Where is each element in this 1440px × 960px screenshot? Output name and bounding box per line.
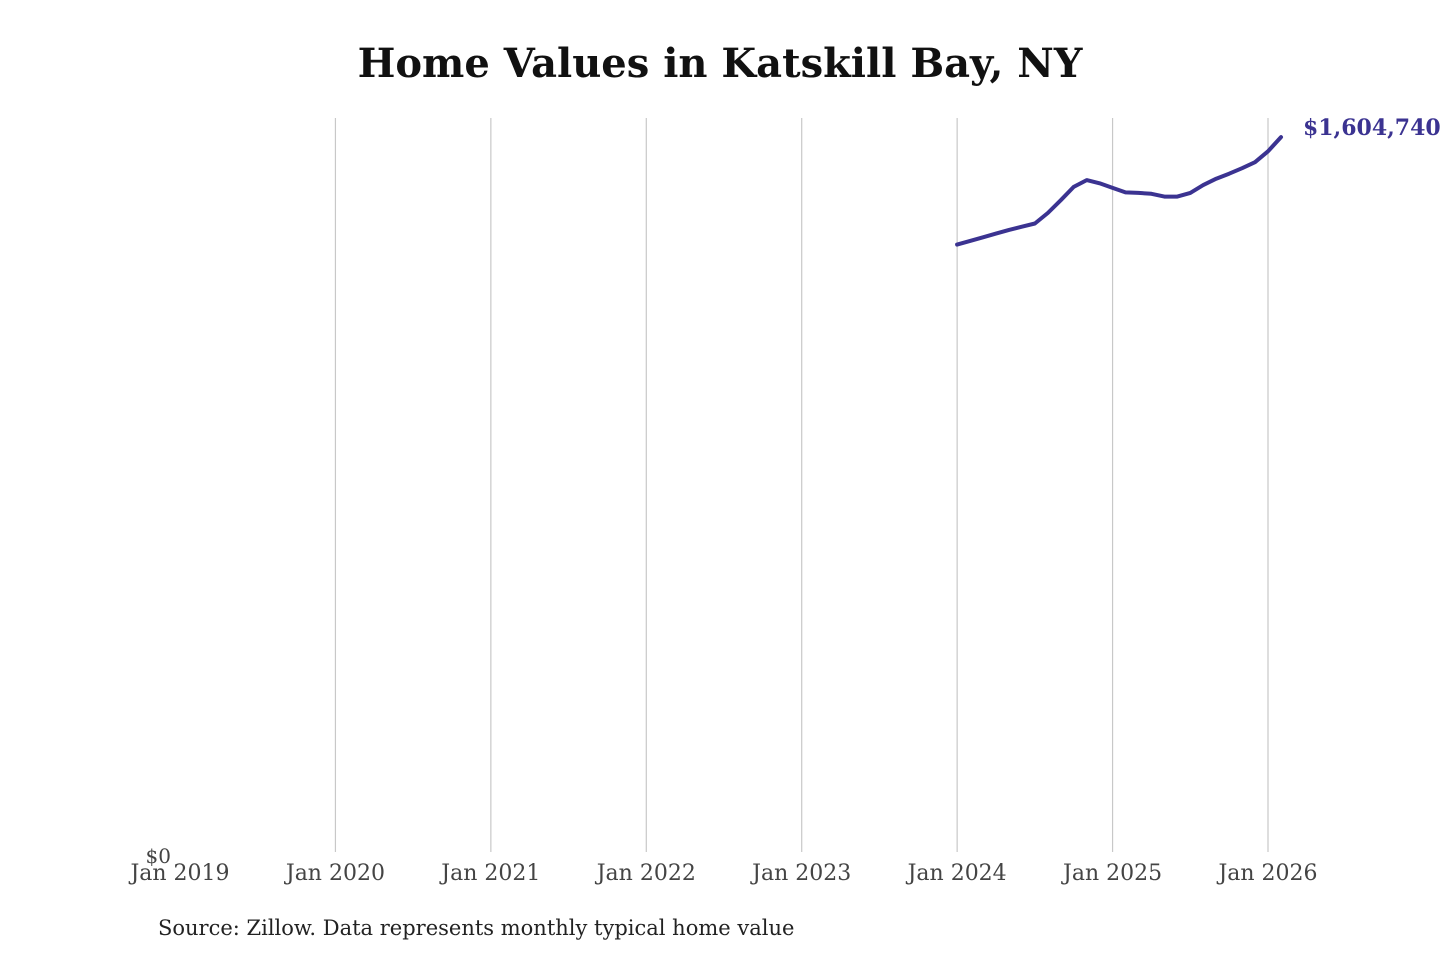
x-tick-label: Jan 2020: [284, 861, 385, 886]
x-tick-label: Jan 2019: [128, 861, 229, 886]
series-line: [955, 135, 1283, 247]
y-tick-label: $0: [146, 844, 171, 868]
x-tick-label: Jan 2025: [1061, 861, 1162, 886]
chart-title: Home Values in Katskill Bay, NY: [357, 40, 1083, 87]
end-value-label: $1,604,740: [1303, 115, 1440, 141]
x-tick-label: Jan 2021: [439, 861, 540, 886]
gridlines: [334, 118, 1269, 852]
source-note: Source: Zillow. Data represents monthly …: [158, 916, 795, 940]
x-tick-label: Jan 2023: [750, 861, 851, 886]
x-tick-label: Jan 2026: [1216, 861, 1317, 886]
x-tick-label: Jan 2024: [906, 861, 1007, 886]
x-tick-label: Jan 2022: [595, 861, 696, 886]
tick-labels: Jan 2019 Jan 2020 Jan 2021 Jan 2022 Jan 2023…: [128, 115, 1440, 886]
series-layer: [955, 135, 1283, 247]
